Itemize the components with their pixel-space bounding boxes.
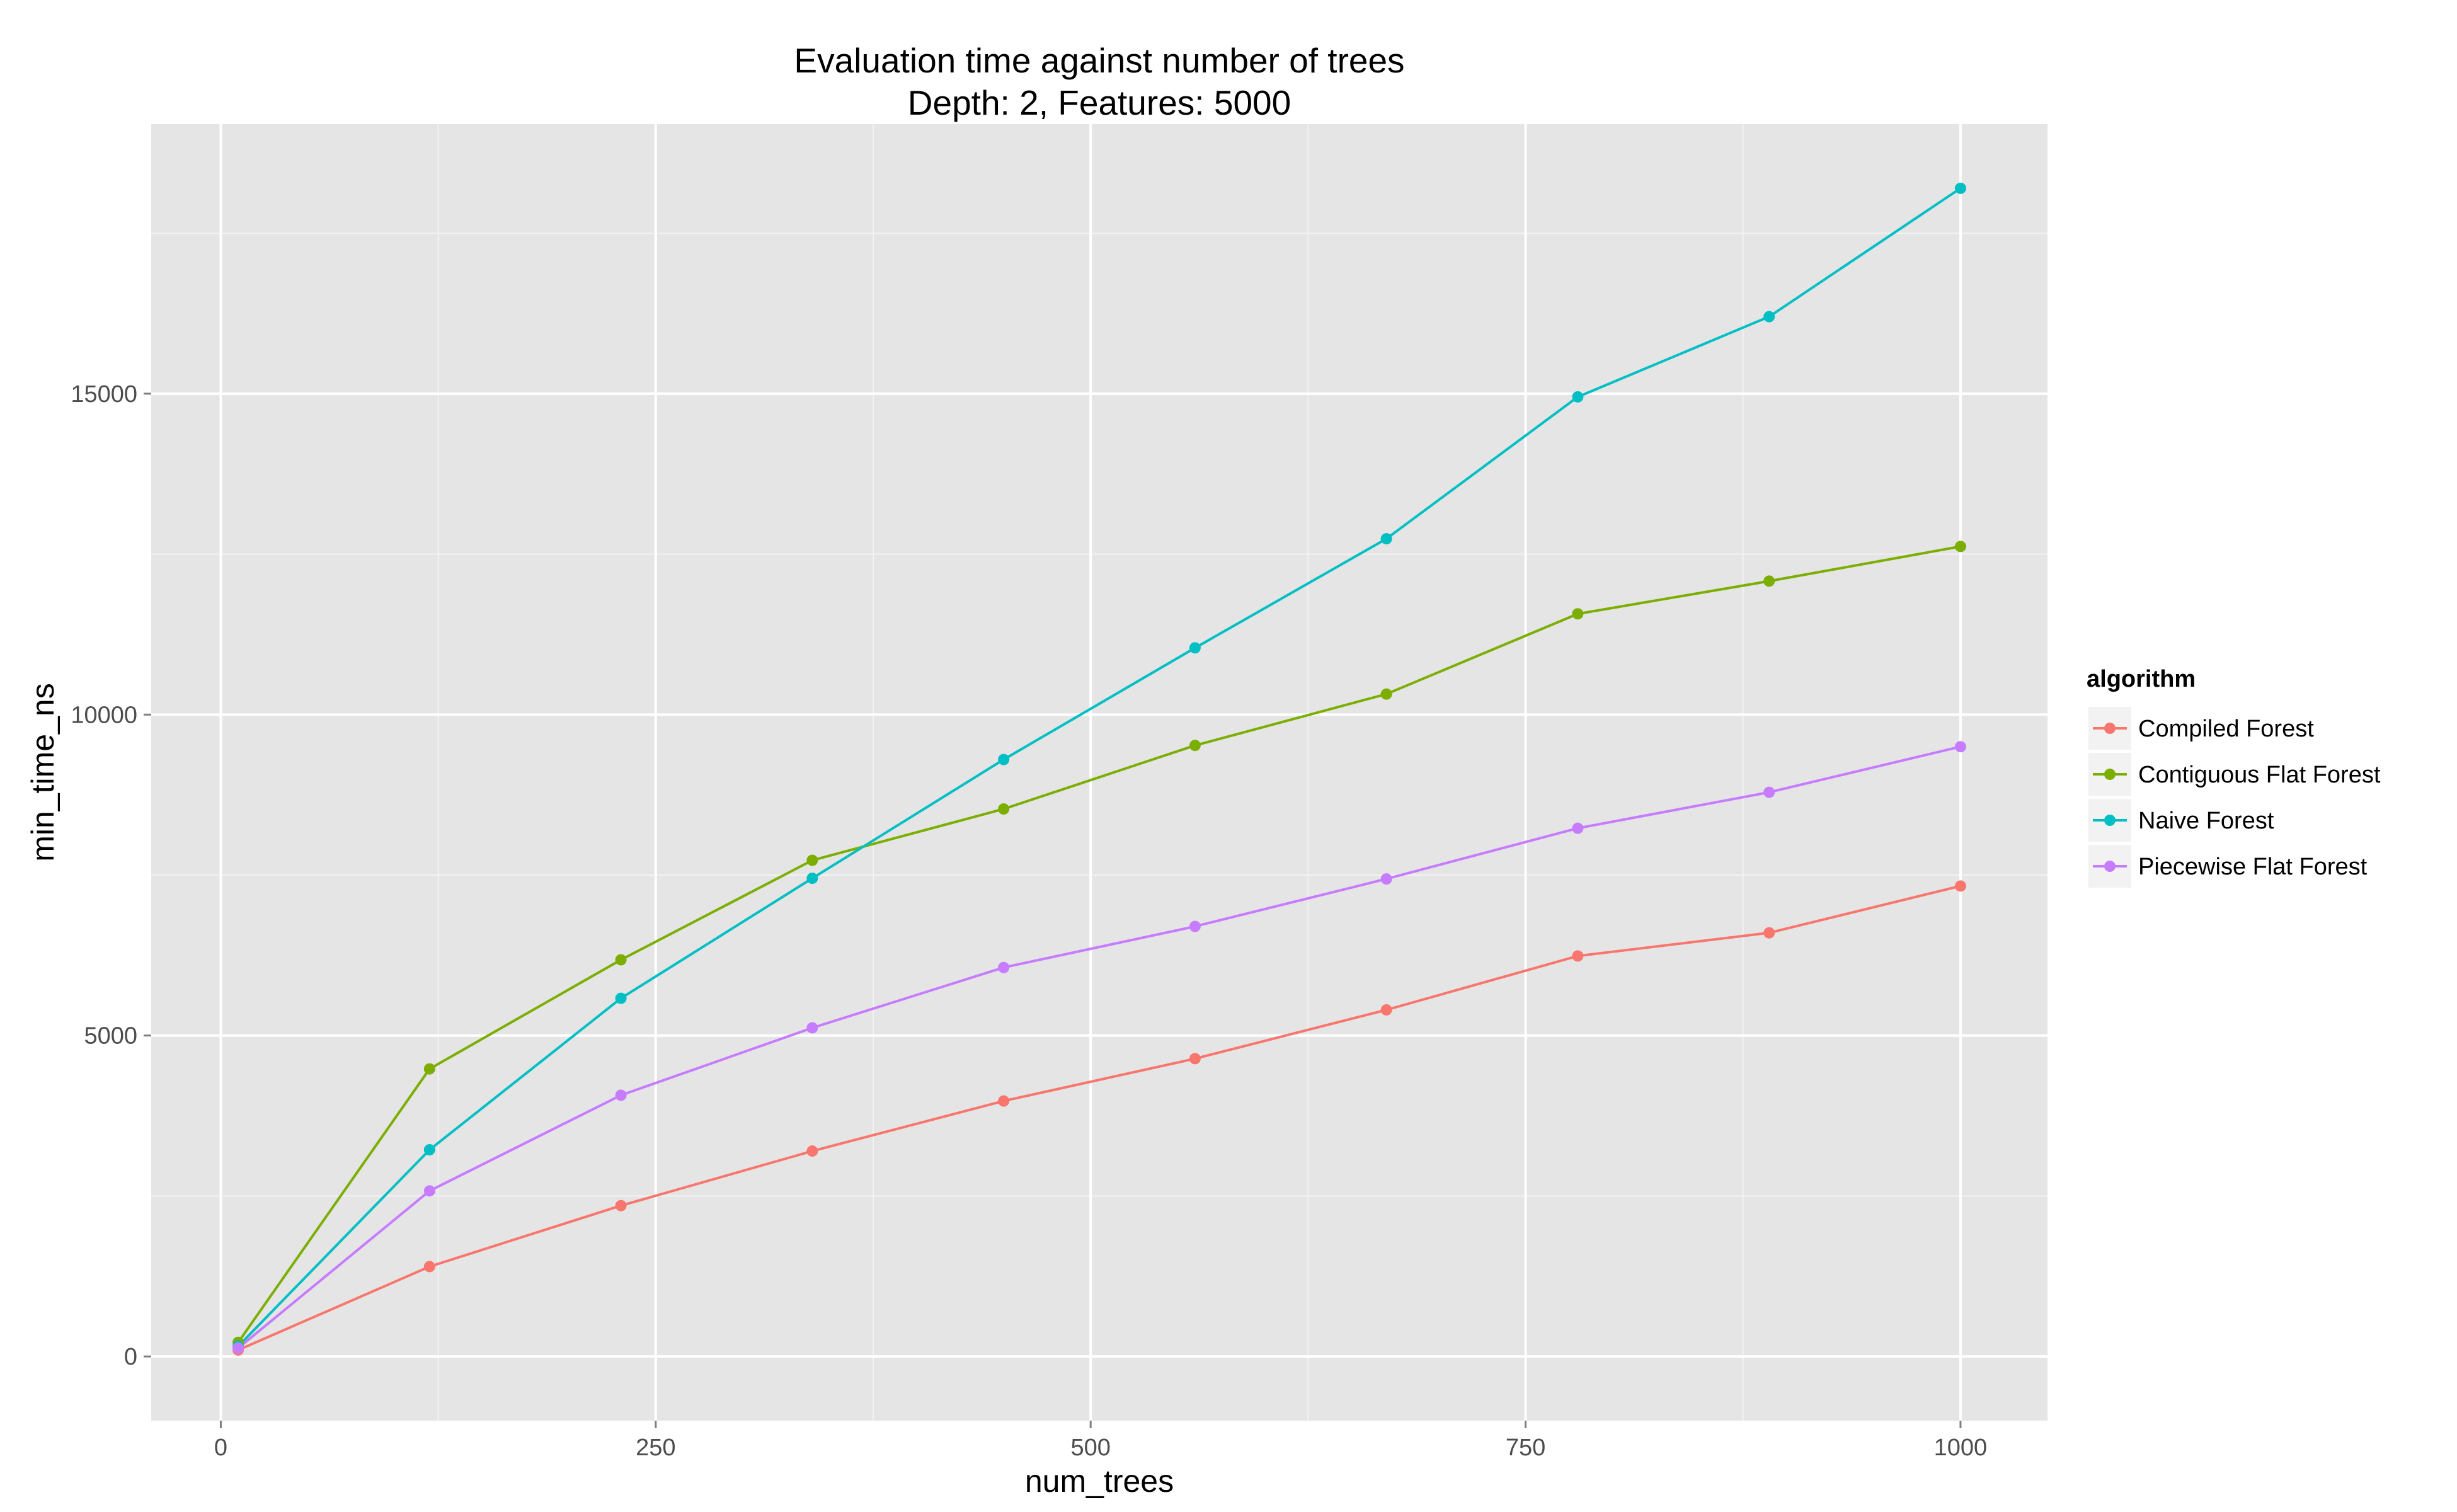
series-line-piecewise-flat-forest xyxy=(237,745,1961,1349)
data-point-compiled-forest xyxy=(806,1145,818,1157)
data-point-compiled-forest xyxy=(1954,880,1966,892)
data-point-naive-forest xyxy=(1380,533,1392,545)
series-line-naive-forest xyxy=(237,187,1962,1348)
series-points xyxy=(232,182,1966,1356)
legend-items: Compiled Forest Contiguous Flat Forest Nai… xyxy=(2088,707,2381,888)
y-tick-label: 10000 xyxy=(71,702,137,728)
data-point-contiguous-flat-forest xyxy=(423,1063,435,1075)
data-point-compiled-forest xyxy=(1572,950,1584,962)
data-point-compiled-forest xyxy=(615,1200,627,1211)
plot-panel xyxy=(151,124,2048,1421)
x-axis-title: num_trees xyxy=(1025,1463,1174,1499)
data-point-contiguous-flat-forest xyxy=(1763,575,1775,587)
data-point-piecewise-flat-forest xyxy=(232,1342,244,1354)
legend: algorithm Compiled Forest Contiguous Flat… xyxy=(2087,666,2381,888)
data-point-piecewise-flat-forest xyxy=(1189,920,1201,932)
data-point-naive-forest xyxy=(423,1144,435,1156)
x-tick-label: 500 xyxy=(1070,1435,1110,1461)
x-tick-label: 750 xyxy=(1506,1435,1545,1461)
legend-label-compiled-forest: Compiled Forest xyxy=(2138,716,2314,742)
data-point-naive-forest xyxy=(998,753,1010,765)
legend-key-point-compiled-forest xyxy=(2104,723,2116,734)
y-tick-label: 0 xyxy=(124,1344,137,1370)
data-point-naive-forest xyxy=(806,873,818,885)
data-point-piecewise-flat-forest xyxy=(1954,741,1966,753)
data-point-contiguous-flat-forest xyxy=(1954,541,1966,553)
data-point-naive-forest xyxy=(615,992,627,1004)
data-point-compiled-forest xyxy=(1763,927,1775,939)
data-point-compiled-forest xyxy=(1189,1053,1201,1065)
data-point-naive-forest xyxy=(1763,311,1775,323)
data-point-piecewise-flat-forest xyxy=(615,1089,627,1101)
series-line-compiled-forest xyxy=(238,885,1961,1351)
data-point-contiguous-flat-forest xyxy=(615,954,627,966)
x-axis: 0 250 500 750 1000 xyxy=(214,1421,1987,1461)
data-point-naive-forest xyxy=(1954,182,1966,194)
legend-label-piecewise-flat-forest: Piecewise Flat Forest xyxy=(2138,854,2368,880)
data-point-naive-forest xyxy=(1189,642,1201,654)
data-point-compiled-forest xyxy=(998,1095,1010,1107)
y-axis-title: min_time_ns xyxy=(25,683,60,861)
series-line-contiguous-flat-forest xyxy=(237,545,1961,1343)
data-point-naive-forest xyxy=(1572,391,1584,403)
series-lines xyxy=(237,187,1962,1351)
data-point-piecewise-flat-forest xyxy=(998,961,1010,973)
legend-key-point-piecewise-flat-forest xyxy=(2104,861,2116,872)
data-point-contiguous-flat-forest xyxy=(1189,740,1201,752)
legend-key-point-contiguous-flat-forest xyxy=(2104,769,2116,780)
data-point-contiguous-flat-forest xyxy=(1380,688,1392,700)
y-tick-label: 5000 xyxy=(84,1023,137,1050)
data-point-piecewise-flat-forest xyxy=(423,1185,435,1197)
legend-label-naive-forest: Naive Forest xyxy=(2138,808,2274,834)
data-point-contiguous-flat-forest xyxy=(998,803,1010,815)
chart-title: Evaluation time against number of trees xyxy=(794,41,1404,80)
data-point-compiled-forest xyxy=(423,1261,435,1273)
y-tick-label: 15000 xyxy=(71,381,137,408)
legend-key-point-naive-forest xyxy=(2104,815,2116,826)
data-point-piecewise-flat-forest xyxy=(806,1022,818,1034)
x-tick-label: 250 xyxy=(636,1435,675,1461)
chart-subtitle: Depth: 2, Features: 5000 xyxy=(908,83,1291,122)
legend-title: algorithm xyxy=(2087,666,2196,692)
data-point-piecewise-flat-forest xyxy=(1572,822,1584,834)
y-axis: 0 5000 10000 15000 xyxy=(71,381,151,1370)
x-tick-label: 0 xyxy=(214,1435,227,1461)
data-point-contiguous-flat-forest xyxy=(806,854,818,866)
grid-major xyxy=(151,124,2048,1421)
data-point-compiled-forest xyxy=(1380,1004,1392,1016)
data-point-piecewise-flat-forest xyxy=(1380,873,1392,885)
data-point-contiguous-flat-forest xyxy=(1572,608,1584,620)
data-point-piecewise-flat-forest xyxy=(1763,786,1775,798)
legend-label-contiguous-flat-forest: Contiguous Flat Forest xyxy=(2138,762,2381,788)
x-tick-label: 1000 xyxy=(1934,1435,1988,1461)
grid-minor xyxy=(151,124,2048,1421)
